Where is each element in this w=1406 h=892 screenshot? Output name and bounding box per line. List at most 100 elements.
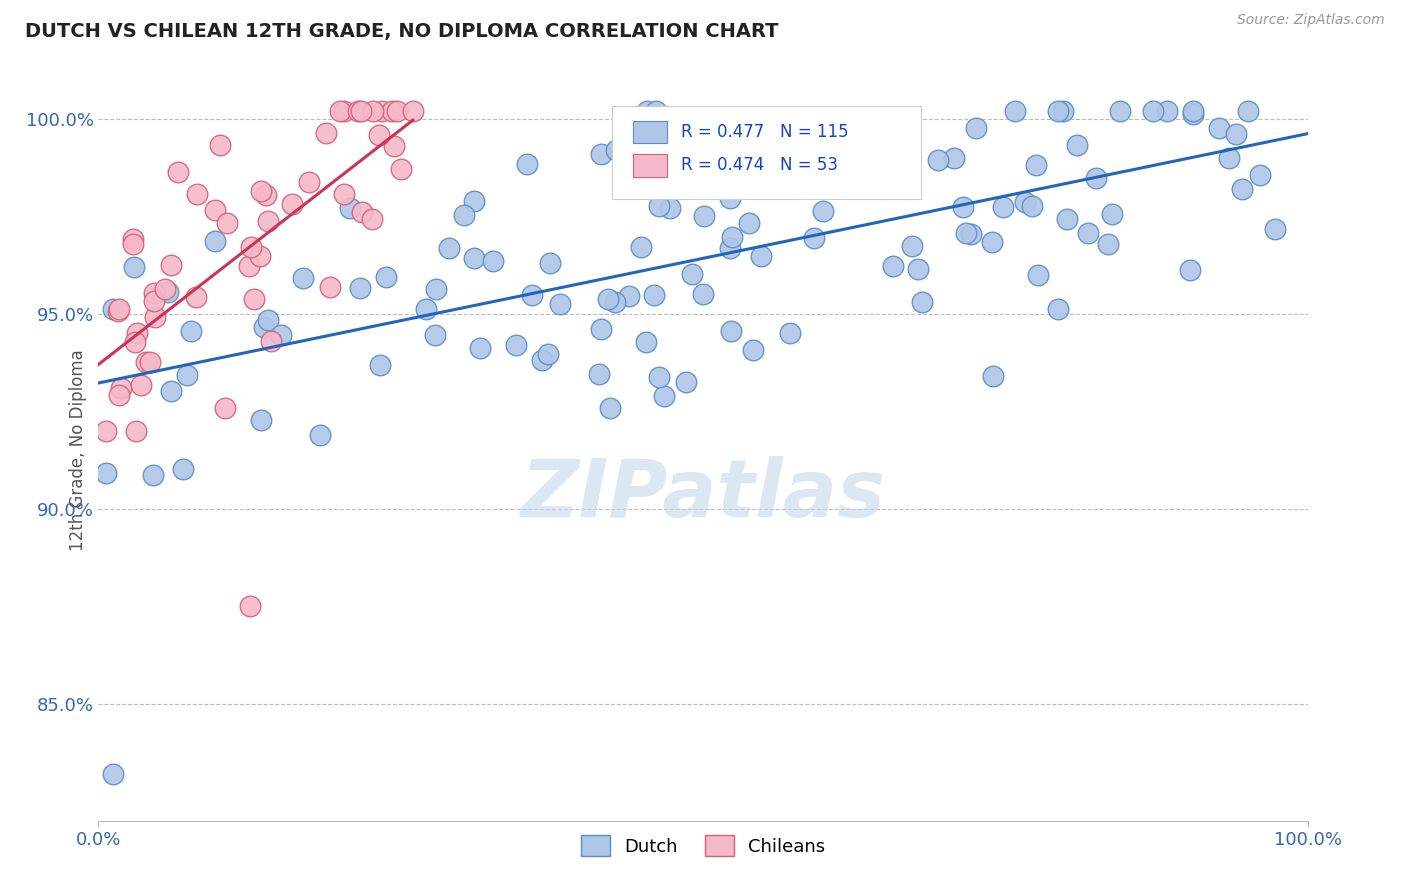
- Point: [718, 191, 741, 205]
- Point: [108, 302, 131, 317]
- Point: [238, 259, 260, 273]
- Point: [605, 143, 627, 157]
- Point: [96, 466, 118, 480]
- Text: R = 0.477   N = 115: R = 0.477 N = 115: [682, 123, 849, 141]
- Point: [270, 328, 292, 343]
- Point: [157, 285, 180, 299]
- Point: [721, 230, 744, 244]
- Point: [135, 355, 157, 369]
- Point: [1156, 104, 1178, 119]
- Point: [250, 413, 273, 427]
- Point: [1047, 104, 1070, 119]
- Point: [107, 304, 129, 318]
- Text: ZIPatlas: ZIPatlas: [520, 456, 886, 534]
- FancyBboxPatch shape: [613, 106, 921, 199]
- Point: [516, 156, 538, 170]
- Point: [654, 389, 676, 403]
- Point: [550, 297, 572, 311]
- Point: [363, 104, 385, 119]
- Point: [208, 138, 231, 153]
- Point: [257, 214, 280, 228]
- Point: [453, 208, 475, 222]
- Point: [385, 104, 408, 119]
- Point: [538, 255, 561, 269]
- Point: [520, 287, 543, 301]
- Point: [1142, 104, 1164, 119]
- Point: [101, 301, 124, 316]
- Point: [720, 324, 742, 338]
- Point: [693, 209, 716, 223]
- Bar: [633, 154, 666, 177]
- Point: [980, 235, 1002, 250]
- Point: [108, 388, 131, 402]
- Point: [599, 401, 621, 415]
- Point: [291, 271, 314, 285]
- Point: [665, 175, 688, 189]
- Point: [531, 353, 554, 368]
- Point: [779, 326, 801, 340]
- Point: [1097, 236, 1119, 251]
- Point: [368, 359, 391, 373]
- Point: [260, 334, 283, 348]
- Point: [315, 126, 337, 140]
- Point: [204, 203, 226, 218]
- Point: [1052, 104, 1074, 119]
- Point: [591, 321, 613, 335]
- Point: [186, 290, 208, 304]
- Point: [482, 254, 505, 268]
- Point: [172, 462, 194, 476]
- Point: [101, 767, 124, 781]
- Point: [281, 196, 304, 211]
- Point: [681, 267, 703, 281]
- Point: [350, 205, 373, 219]
- Point: [347, 104, 370, 119]
- Point: [955, 226, 977, 240]
- Point: [821, 129, 844, 144]
- Point: [463, 252, 485, 266]
- Point: [124, 334, 146, 349]
- Point: [619, 289, 641, 303]
- Point: [1076, 226, 1098, 240]
- Point: [333, 104, 356, 119]
- Point: [121, 237, 143, 252]
- Point: [176, 368, 198, 383]
- Point: [142, 467, 165, 482]
- Point: [349, 280, 371, 294]
- Point: [374, 269, 396, 284]
- Point: [143, 293, 166, 308]
- Point: [749, 248, 772, 262]
- Point: [803, 230, 825, 244]
- Point: [298, 175, 321, 189]
- Point: [361, 212, 384, 227]
- Point: [630, 239, 652, 253]
- Point: [439, 241, 461, 255]
- Point: [401, 104, 423, 119]
- Point: [813, 154, 835, 169]
- Y-axis label: 12th Grade, No Diploma: 12th Grade, No Diploma: [69, 350, 87, 551]
- Text: R = 0.474   N = 53: R = 0.474 N = 53: [682, 156, 838, 175]
- Point: [217, 216, 239, 230]
- Point: [901, 239, 924, 253]
- Point: [1056, 211, 1078, 226]
- Point: [332, 186, 354, 201]
- Point: [425, 282, 447, 296]
- Point: [470, 341, 492, 355]
- Point: [675, 375, 697, 389]
- Point: [214, 401, 236, 415]
- Point: [658, 201, 681, 215]
- Point: [942, 151, 965, 165]
- Point: [122, 260, 145, 274]
- Point: [254, 188, 277, 202]
- Point: [110, 381, 132, 395]
- Point: [1208, 121, 1230, 136]
- Point: [1225, 128, 1247, 142]
- Point: [1101, 207, 1123, 221]
- Point: [1021, 199, 1043, 213]
- Text: DUTCH VS CHILEAN 12TH GRADE, NO DIPLOMA CORRELATION CHART: DUTCH VS CHILEAN 12TH GRADE, NO DIPLOMA …: [25, 22, 779, 41]
- Point: [125, 424, 148, 438]
- Point: [319, 280, 342, 294]
- Text: Source: ZipAtlas.com: Source: ZipAtlas.com: [1237, 13, 1385, 28]
- Point: [981, 368, 1004, 383]
- Point: [142, 286, 165, 301]
- Point: [96, 424, 118, 438]
